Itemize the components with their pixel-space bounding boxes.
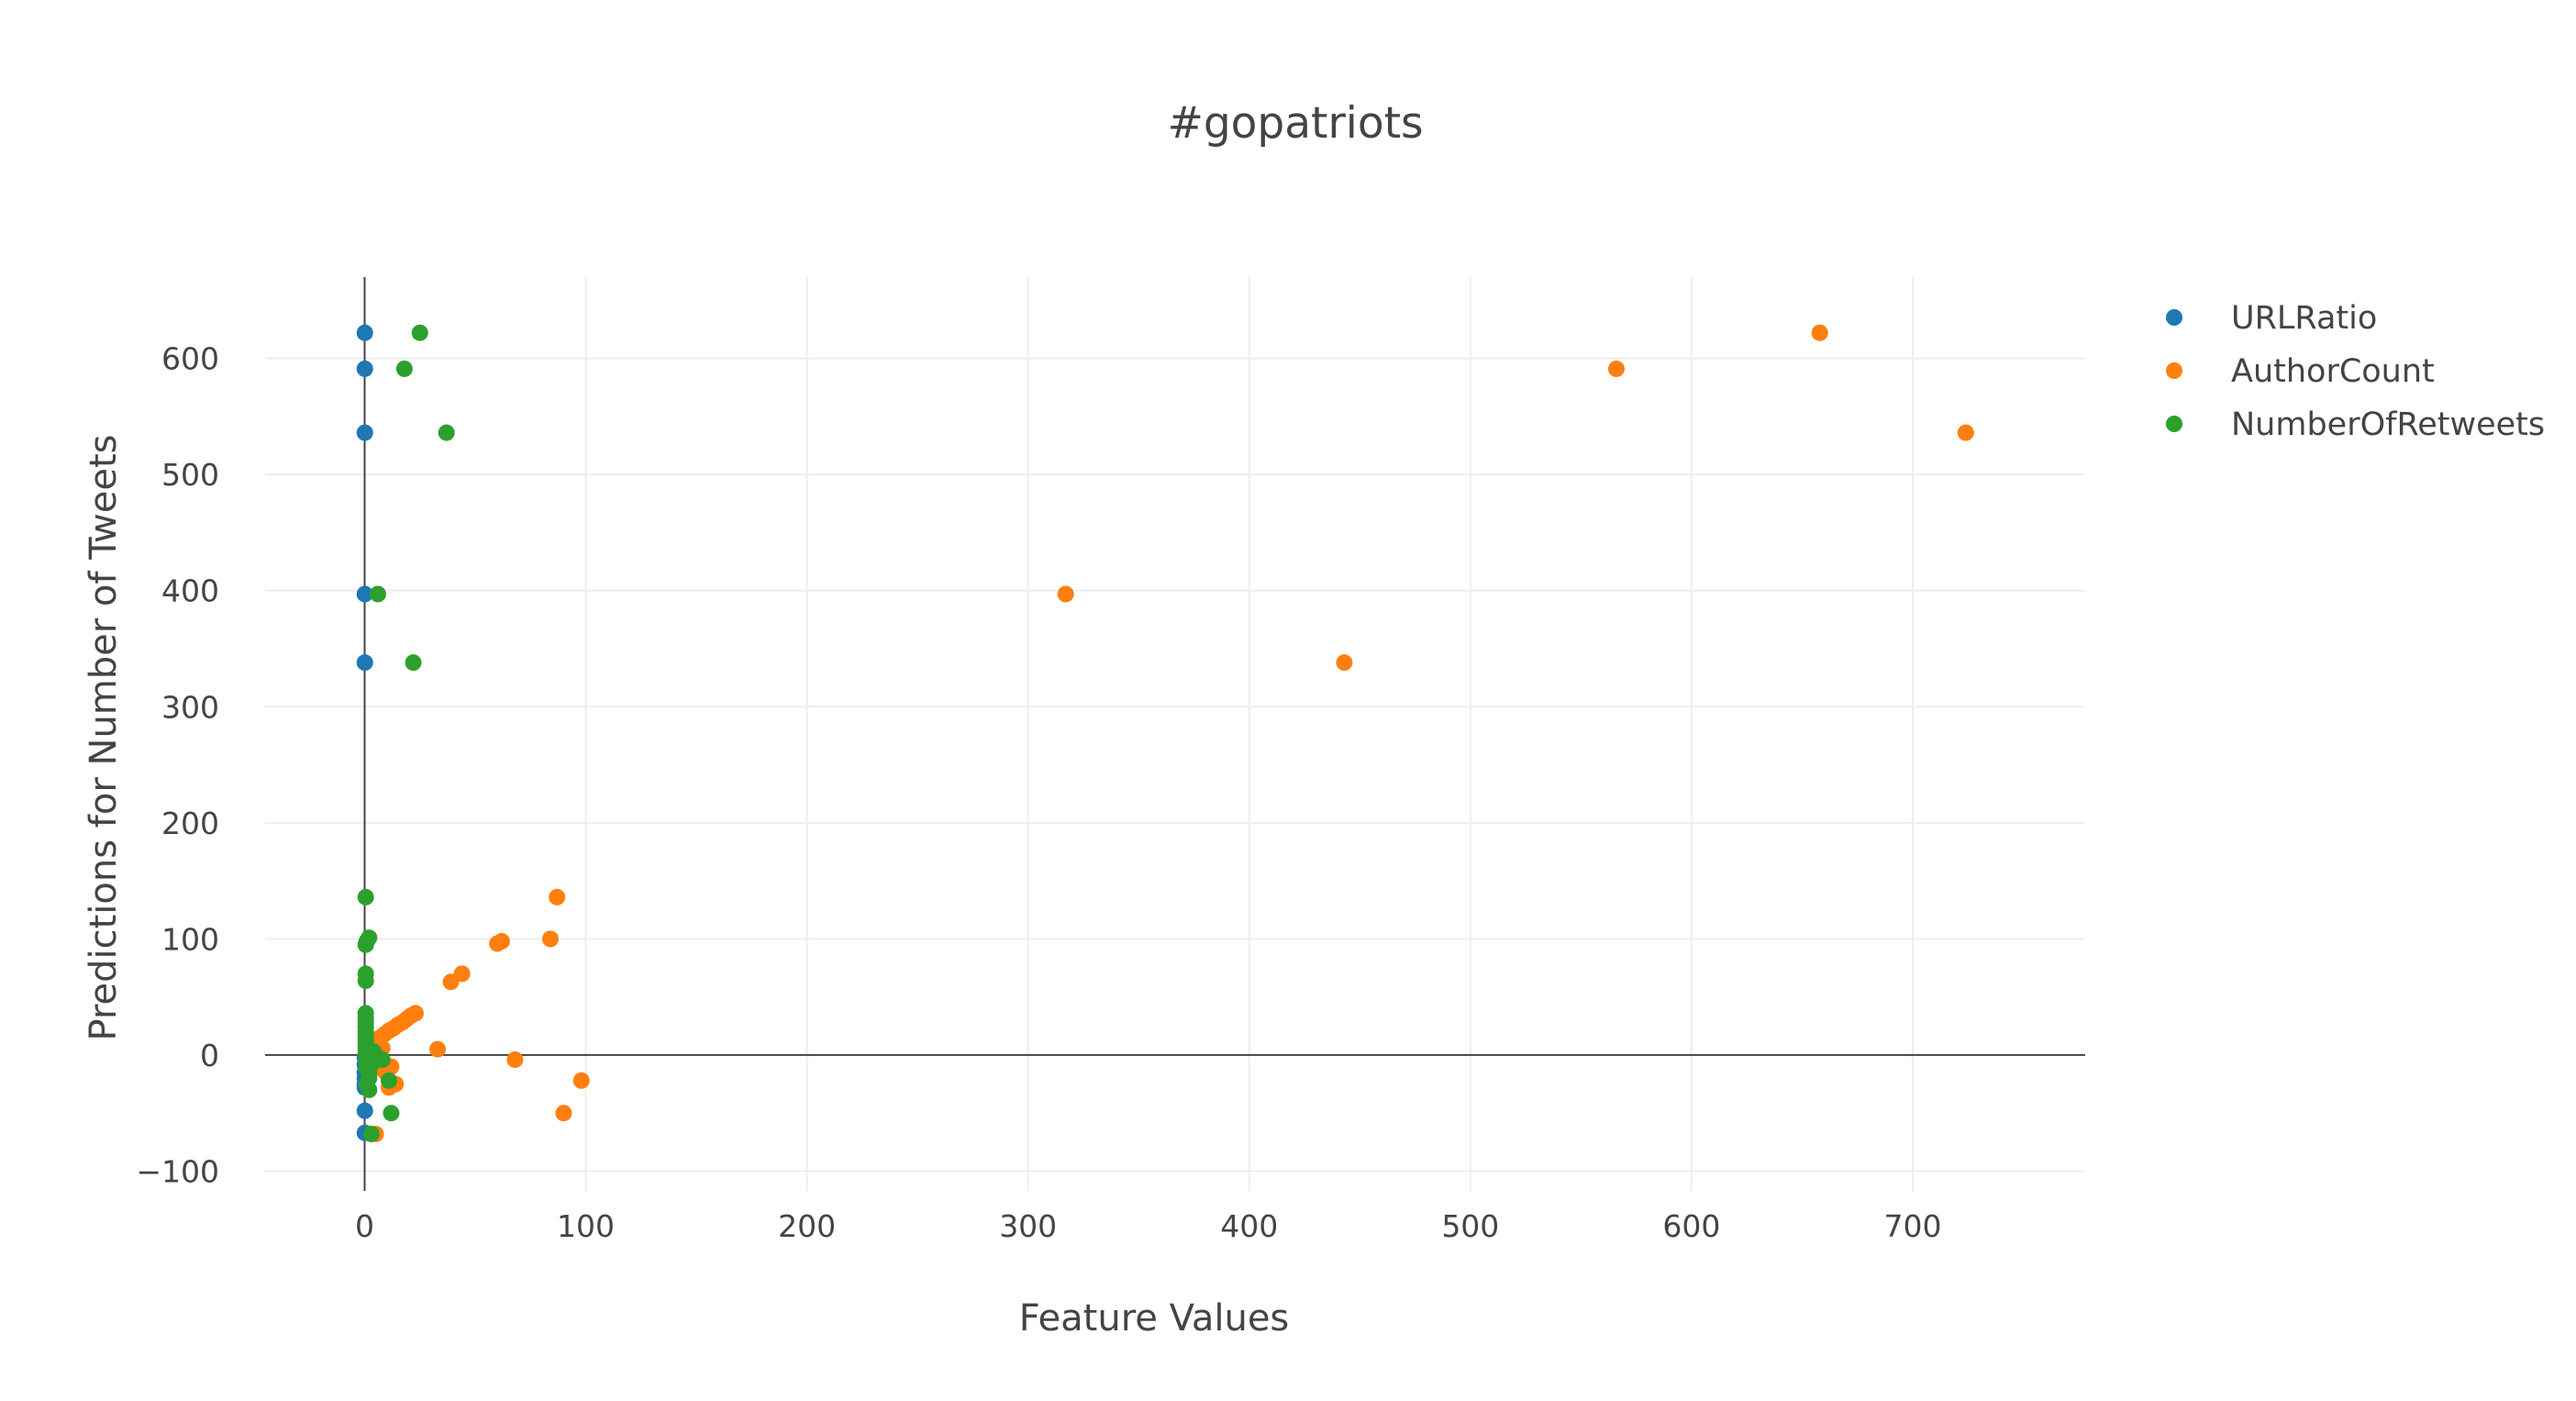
data-point[interactable] bbox=[356, 1102, 373, 1119]
data-point[interactable] bbox=[506, 1051, 524, 1068]
data-point[interactable] bbox=[380, 1072, 397, 1089]
y-axis-title: Predictions for Number of Tweets bbox=[83, 435, 125, 1041]
data-point[interactable] bbox=[356, 654, 373, 672]
y-tick-label: 0 bbox=[200, 1038, 219, 1073]
x-tick-label: 300 bbox=[999, 1208, 1057, 1244]
legend[interactable]: URLRatio AuthorCount NumberOfRetweets bbox=[2166, 300, 2545, 443]
x-axis-title: Feature Values bbox=[1019, 1297, 1290, 1340]
data-point[interactable] bbox=[549, 888, 566, 906]
data-point[interactable] bbox=[357, 972, 374, 989]
legend-label: NumberOfRetweets bbox=[2231, 406, 2545, 443]
data-point[interactable] bbox=[357, 888, 374, 906]
legend-marker bbox=[2166, 416, 2182, 432]
x-tick-label: 400 bbox=[1220, 1208, 1278, 1244]
zero-lines bbox=[265, 277, 2085, 1191]
data-point[interactable] bbox=[356, 360, 373, 377]
data-point[interactable] bbox=[1607, 360, 1625, 377]
x-tick-label: 200 bbox=[778, 1208, 836, 1244]
data-point[interactable] bbox=[429, 1040, 447, 1058]
data-point[interactable] bbox=[442, 973, 460, 991]
y-tick-label: 600 bbox=[161, 341, 219, 377]
x-axis-ticks: 0 100 200 300 400 500 600 700 bbox=[355, 1208, 1941, 1244]
data-point[interactable] bbox=[369, 585, 386, 603]
y-tick-label: 300 bbox=[161, 689, 219, 725]
legend-item-NumberOfRetweets[interactable]: NumberOfRetweets bbox=[2166, 406, 2545, 443]
data-point[interactable] bbox=[356, 324, 373, 341]
data-point[interactable] bbox=[356, 585, 373, 603]
y-tick-label: −100 bbox=[136, 1153, 219, 1189]
data-point[interactable] bbox=[1336, 654, 1353, 672]
data-points bbox=[356, 324, 1974, 1142]
legend-item-URLRatio[interactable]: URLRatio bbox=[2166, 300, 2377, 337]
x-tick-label: 0 bbox=[355, 1208, 374, 1244]
x-tick-label: 600 bbox=[1662, 1208, 1720, 1244]
chart-title: #gopatriots bbox=[1167, 98, 1423, 149]
legend-marker bbox=[2166, 362, 2182, 379]
series-AuthorCount bbox=[361, 324, 1974, 1142]
data-point[interactable] bbox=[541, 930, 559, 948]
data-point[interactable] bbox=[1957, 424, 1974, 441]
legend-item-AuthorCount[interactable]: AuthorCount bbox=[2166, 353, 2435, 390]
y-tick-label: 500 bbox=[161, 457, 219, 493]
data-point[interactable] bbox=[395, 360, 413, 377]
y-axis-ticks: −100 0 100 200 300 400 500 600 bbox=[136, 341, 219, 1190]
data-point[interactable] bbox=[555, 1105, 572, 1122]
data-point[interactable] bbox=[362, 1125, 380, 1142]
data-point[interactable] bbox=[572, 1072, 590, 1089]
y-tick-label: 200 bbox=[161, 806, 219, 841]
y-tick-label: 400 bbox=[161, 573, 219, 609]
series-NumberOfRetweets bbox=[357, 324, 455, 1142]
data-point[interactable] bbox=[405, 654, 422, 672]
data-point[interactable] bbox=[411, 324, 428, 341]
data-point[interactable] bbox=[438, 424, 455, 441]
data-point[interactable] bbox=[361, 1081, 378, 1098]
x-tick-label: 700 bbox=[1883, 1208, 1941, 1244]
data-point[interactable] bbox=[383, 1105, 400, 1122]
x-tick-label: 100 bbox=[557, 1208, 615, 1244]
x-tick-label: 500 bbox=[1441, 1208, 1499, 1244]
legend-label: URLRatio bbox=[2231, 300, 2377, 337]
legend-label: AuthorCount bbox=[2231, 353, 2435, 390]
y-tick-label: 100 bbox=[161, 921, 219, 957]
grid-lines bbox=[265, 277, 2085, 1191]
data-point[interactable] bbox=[1811, 324, 1828, 341]
data-point[interactable] bbox=[356, 424, 373, 441]
legend-marker bbox=[2166, 309, 2182, 326]
data-point[interactable] bbox=[1057, 585, 1074, 603]
data-point[interactable] bbox=[362, 1056, 380, 1073]
data-point[interactable] bbox=[357, 936, 374, 953]
data-point[interactable] bbox=[489, 935, 506, 952]
